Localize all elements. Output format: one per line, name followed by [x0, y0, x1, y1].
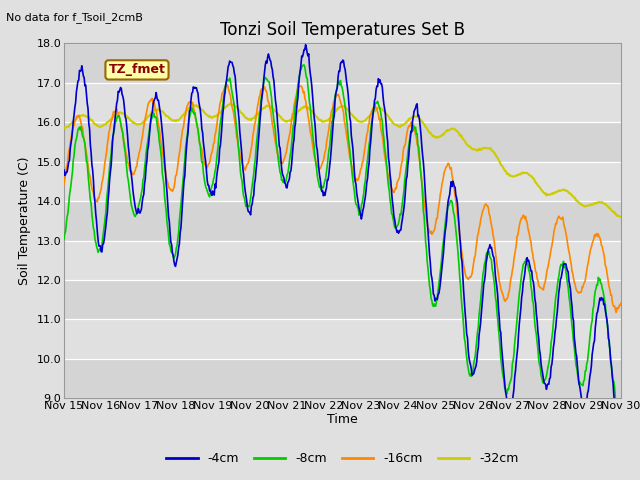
Bar	[64, 359, 621, 398]
Bar	[64, 201, 621, 240]
X-axis label: Time: Time	[327, 413, 358, 426]
Bar	[64, 320, 621, 359]
Legend: -4cm, -8cm, -16cm, -32cm: -4cm, -8cm, -16cm, -32cm	[161, 447, 524, 470]
Bar	[64, 43, 621, 83]
Text: TZ_fmet: TZ_fmet	[109, 63, 165, 76]
Bar	[64, 162, 621, 201]
Title: Tonzi Soil Temperatures Set B: Tonzi Soil Temperatures Set B	[220, 21, 465, 39]
Bar	[64, 240, 621, 280]
Y-axis label: Soil Temperature (C): Soil Temperature (C)	[18, 156, 31, 285]
Bar	[64, 280, 621, 320]
Bar	[64, 83, 621, 122]
Bar	[64, 122, 621, 162]
Text: No data for f_Tsoil_2cmB: No data for f_Tsoil_2cmB	[6, 12, 143, 23]
